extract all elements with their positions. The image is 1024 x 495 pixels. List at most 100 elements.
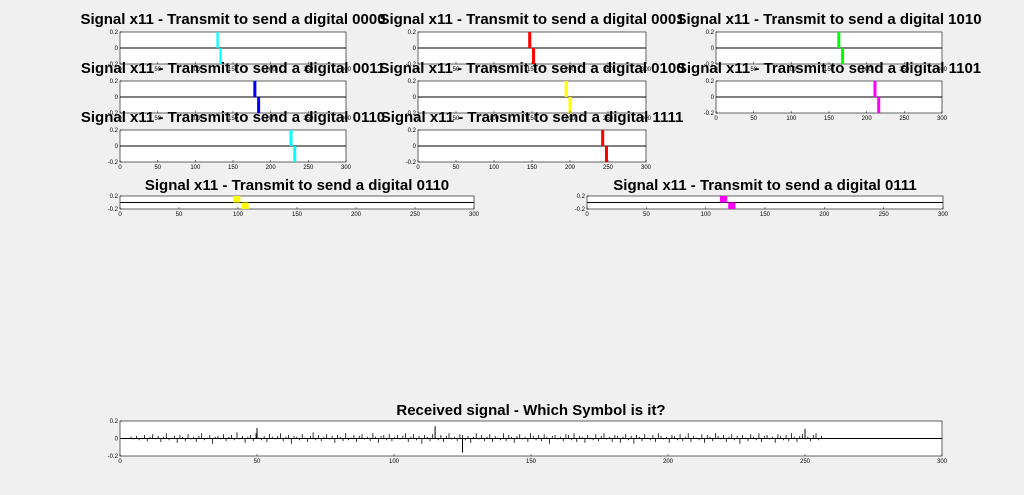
x-tick-label: 150 — [527, 67, 538, 73]
pulse-bar-1 — [216, 32, 219, 48]
chart-title: Received signal - Which Symbol is it? — [396, 402, 665, 419]
y-tick-label: 0 — [115, 95, 119, 101]
y-tick-label: 0 — [711, 46, 715, 52]
chart-panel-9: 0 50 100 150 200 250 300 -0.2 0.2 Signal x11 - Tr… — [108, 177, 480, 218]
pulse-bar-1 — [873, 81, 877, 97]
x-tick-label: 100 — [786, 67, 797, 73]
x-tick-label: 250 — [410, 212, 421, 218]
x-tick-label: 0 — [585, 212, 589, 218]
x-tick-label: 50 — [154, 165, 161, 171]
x-tick-label: 300 — [641, 67, 652, 73]
chart-title: Signal x11 - Transmit to send a digital … — [80, 11, 385, 28]
x-tick-label: 250 — [800, 459, 811, 465]
y-tick-label: 0.2 — [110, 79, 119, 85]
y-tick-label: -0.2 — [406, 111, 417, 117]
x-tick-label: 100 — [786, 116, 797, 122]
x-tick-label: 150 — [527, 116, 538, 122]
x-tick-label: 250 — [303, 116, 314, 122]
x-tick-label: 0 — [118, 165, 122, 171]
x-tick-label: 300 — [341, 165, 352, 171]
y-tick-label: 0.2 — [706, 30, 715, 36]
x-tick-label: 250 — [899, 116, 910, 122]
y-tick-label: -0.2 — [704, 62, 715, 68]
x-tick-label: 150 — [760, 212, 771, 218]
x-tick-label: 150 — [527, 165, 538, 171]
pulse-bar-2 — [604, 146, 608, 162]
x-tick-label: 50 — [453, 116, 460, 122]
x-tick-label: 50 — [643, 212, 650, 218]
pulse-bar-1 — [719, 196, 728, 203]
y-tick-label: -0.2 — [108, 62, 119, 68]
x-tick-label: 300 — [341, 67, 352, 73]
y-tick-label: 0 — [115, 437, 119, 443]
x-tick-label: 250 — [879, 212, 890, 218]
x-tick-label: 100 — [389, 459, 400, 465]
x-tick-label: 50 — [176, 212, 183, 218]
x-tick-label: 50 — [154, 116, 161, 122]
x-tick-label: 50 — [453, 67, 460, 73]
y-tick-label: 0 — [115, 46, 119, 52]
chart-title: Signal x11 - Transmit to send a digital … — [677, 60, 981, 77]
x-tick-label: 300 — [938, 212, 949, 218]
y-tick-label: 0 — [413, 46, 417, 52]
y-tick-label: -0.2 — [108, 454, 119, 460]
chart-title: Signal x11 - Transmit to send a digital … — [613, 177, 916, 194]
chart-title: Signal x11 - Transmit to send a digital … — [145, 177, 449, 194]
y-tick-label: 0 — [413, 95, 417, 101]
x-tick-label: 0 — [118, 67, 122, 73]
x-tick-label: 250 — [603, 116, 614, 122]
y-tick-label: -0.2 — [108, 111, 119, 117]
chart-title: Signal x11 - Transmit to send a digital … — [379, 60, 684, 77]
pulse-bar-1 — [233, 196, 241, 203]
x-tick-label: 200 — [351, 212, 362, 218]
pulse-bar-2 — [241, 202, 249, 209]
pulse-bar-1 — [253, 81, 257, 97]
y-tick-label: 0.2 — [577, 194, 586, 200]
x-tick-label: 100 — [489, 116, 500, 122]
x-tick-label: 0 — [416, 116, 420, 122]
pulse-bar-2 — [293, 146, 297, 162]
x-tick-label: 0 — [118, 212, 122, 218]
x-tick-label: 300 — [937, 459, 948, 465]
x-tick-label: 250 — [603, 67, 614, 73]
y-tick-label: -0.2 — [108, 160, 119, 166]
y-tick-label: -0.2 — [406, 160, 417, 166]
y-tick-label: 0 — [115, 144, 119, 150]
x-tick-label: 300 — [469, 212, 480, 218]
x-tick-label: 100 — [190, 67, 201, 73]
pulse-bar-1 — [601, 130, 605, 146]
x-tick-label: 200 — [565, 116, 576, 122]
chart-title: Signal x11 - Transmit to send a digital … — [381, 109, 684, 126]
x-tick-label: 200 — [266, 116, 277, 122]
x-tick-label: 200 — [565, 165, 576, 171]
y-tick-label: 0.2 — [408, 30, 417, 36]
pulse-bar-2 — [728, 202, 736, 209]
x-tick-label: 150 — [292, 212, 303, 218]
x-tick-label: 250 — [303, 67, 314, 73]
chart-panel-10: 0 50 100 150 200 250 300 -0.2 0.2 Signal x11 - Tr… — [575, 177, 949, 218]
x-tick-label: 0 — [118, 116, 122, 122]
pulse-bar-2 — [877, 97, 881, 113]
x-tick-label: 150 — [824, 67, 835, 73]
pulse-bar-1 — [564, 81, 568, 97]
y-tick-label: 0.2 — [408, 128, 417, 134]
x-tick-label: 300 — [937, 116, 948, 122]
pulse-bar-2 — [532, 48, 536, 64]
x-tick-label: 50 — [254, 459, 261, 465]
y-tick-label: 0.2 — [706, 79, 715, 85]
x-tick-label: 300 — [641, 165, 652, 171]
x-tick-label: 0 — [118, 459, 122, 465]
y-tick-label: 0.2 — [110, 194, 119, 200]
x-tick-label: 200 — [565, 67, 576, 73]
x-tick-label: 50 — [453, 165, 460, 171]
pulse-bar-2 — [219, 48, 222, 64]
y-tick-label: 0 — [413, 144, 417, 150]
